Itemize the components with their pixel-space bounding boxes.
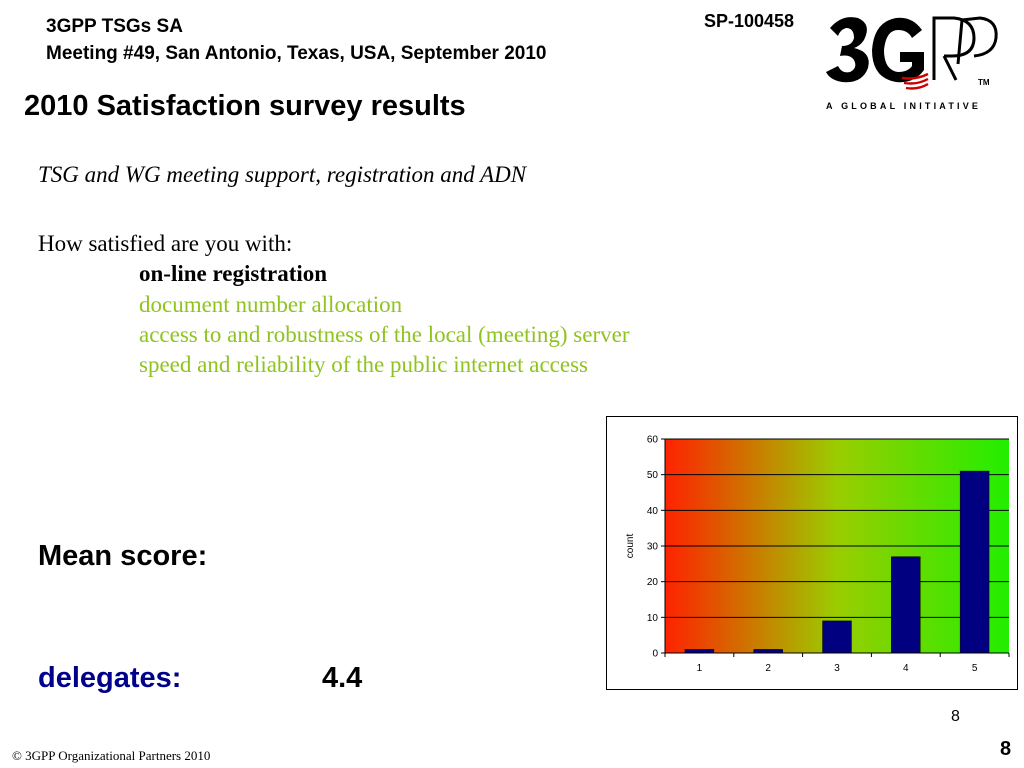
question-item-document-number: document number allocation: [139, 292, 403, 317]
x-tick-label: 4: [903, 663, 909, 674]
3gpp-logo-graphic: [826, 16, 998, 90]
delegates-label: delegates:: [38, 662, 182, 694]
y-tick-label: 20: [647, 577, 659, 588]
mean-score-value: 4.4: [322, 662, 363, 694]
x-tick-label: 2: [765, 663, 771, 674]
slide-title: 2010 Satisfaction survey results: [24, 90, 466, 122]
y-tick-label: 60: [647, 435, 659, 446]
meeting-org-line: 3GPP TSGs SA: [46, 16, 183, 37]
copyright-notice: © 3GPP Organizational Partners 2010: [12, 748, 211, 763]
page-number-small: 8: [951, 708, 960, 725]
question-item-internet-access: speed and reliability of the public inte…: [139, 352, 588, 377]
y-axis-label: count: [625, 534, 636, 559]
page-number: 8: [1000, 738, 1012, 760]
logo-tagline: A GLOBAL INITIATIVE: [826, 101, 982, 111]
bar-3: [822, 620, 852, 654]
satisfaction-chart: 0 10 20 30 40 50 60 1 2 3 4 5 count: [606, 416, 1018, 690]
y-tick-label: 0: [652, 649, 658, 660]
trademark-mark: TM: [978, 78, 990, 87]
y-tick-label: 50: [647, 470, 659, 481]
x-tick-label: 3: [834, 663, 840, 674]
slide-subtitle: TSG and WG meeting support, registration…: [38, 162, 527, 187]
x-tick-label: 1: [697, 663, 703, 674]
meeting-details-line: Meeting #49, San Antonio, Texas, USA, Se…: [46, 43, 547, 64]
bar-1: [684, 649, 715, 654]
question-item-local-server: access to and robustness of the local (m…: [139, 322, 630, 347]
bar-4: [891, 556, 921, 654]
y-tick-label: 40: [647, 506, 659, 517]
y-tick-label: 30: [647, 542, 659, 553]
3gpp-logo: TM A GLOBAL INITIATIVE: [824, 10, 1000, 120]
bar-2: [753, 649, 783, 654]
question-prompt: How satisfied are you with:: [38, 231, 293, 256]
bar-chart-svg: 0 10 20 30 40 50 60 1 2 3 4 5 count: [625, 435, 1010, 674]
y-tick-label: 10: [647, 613, 659, 624]
mean-score-label: Mean score:: [38, 540, 208, 572]
x-tick-label: 5: [972, 663, 978, 674]
question-item-online-registration: on-line registration: [139, 261, 328, 286]
bar-5: [959, 470, 990, 654]
document-id: SP-100458: [704, 11, 795, 31]
